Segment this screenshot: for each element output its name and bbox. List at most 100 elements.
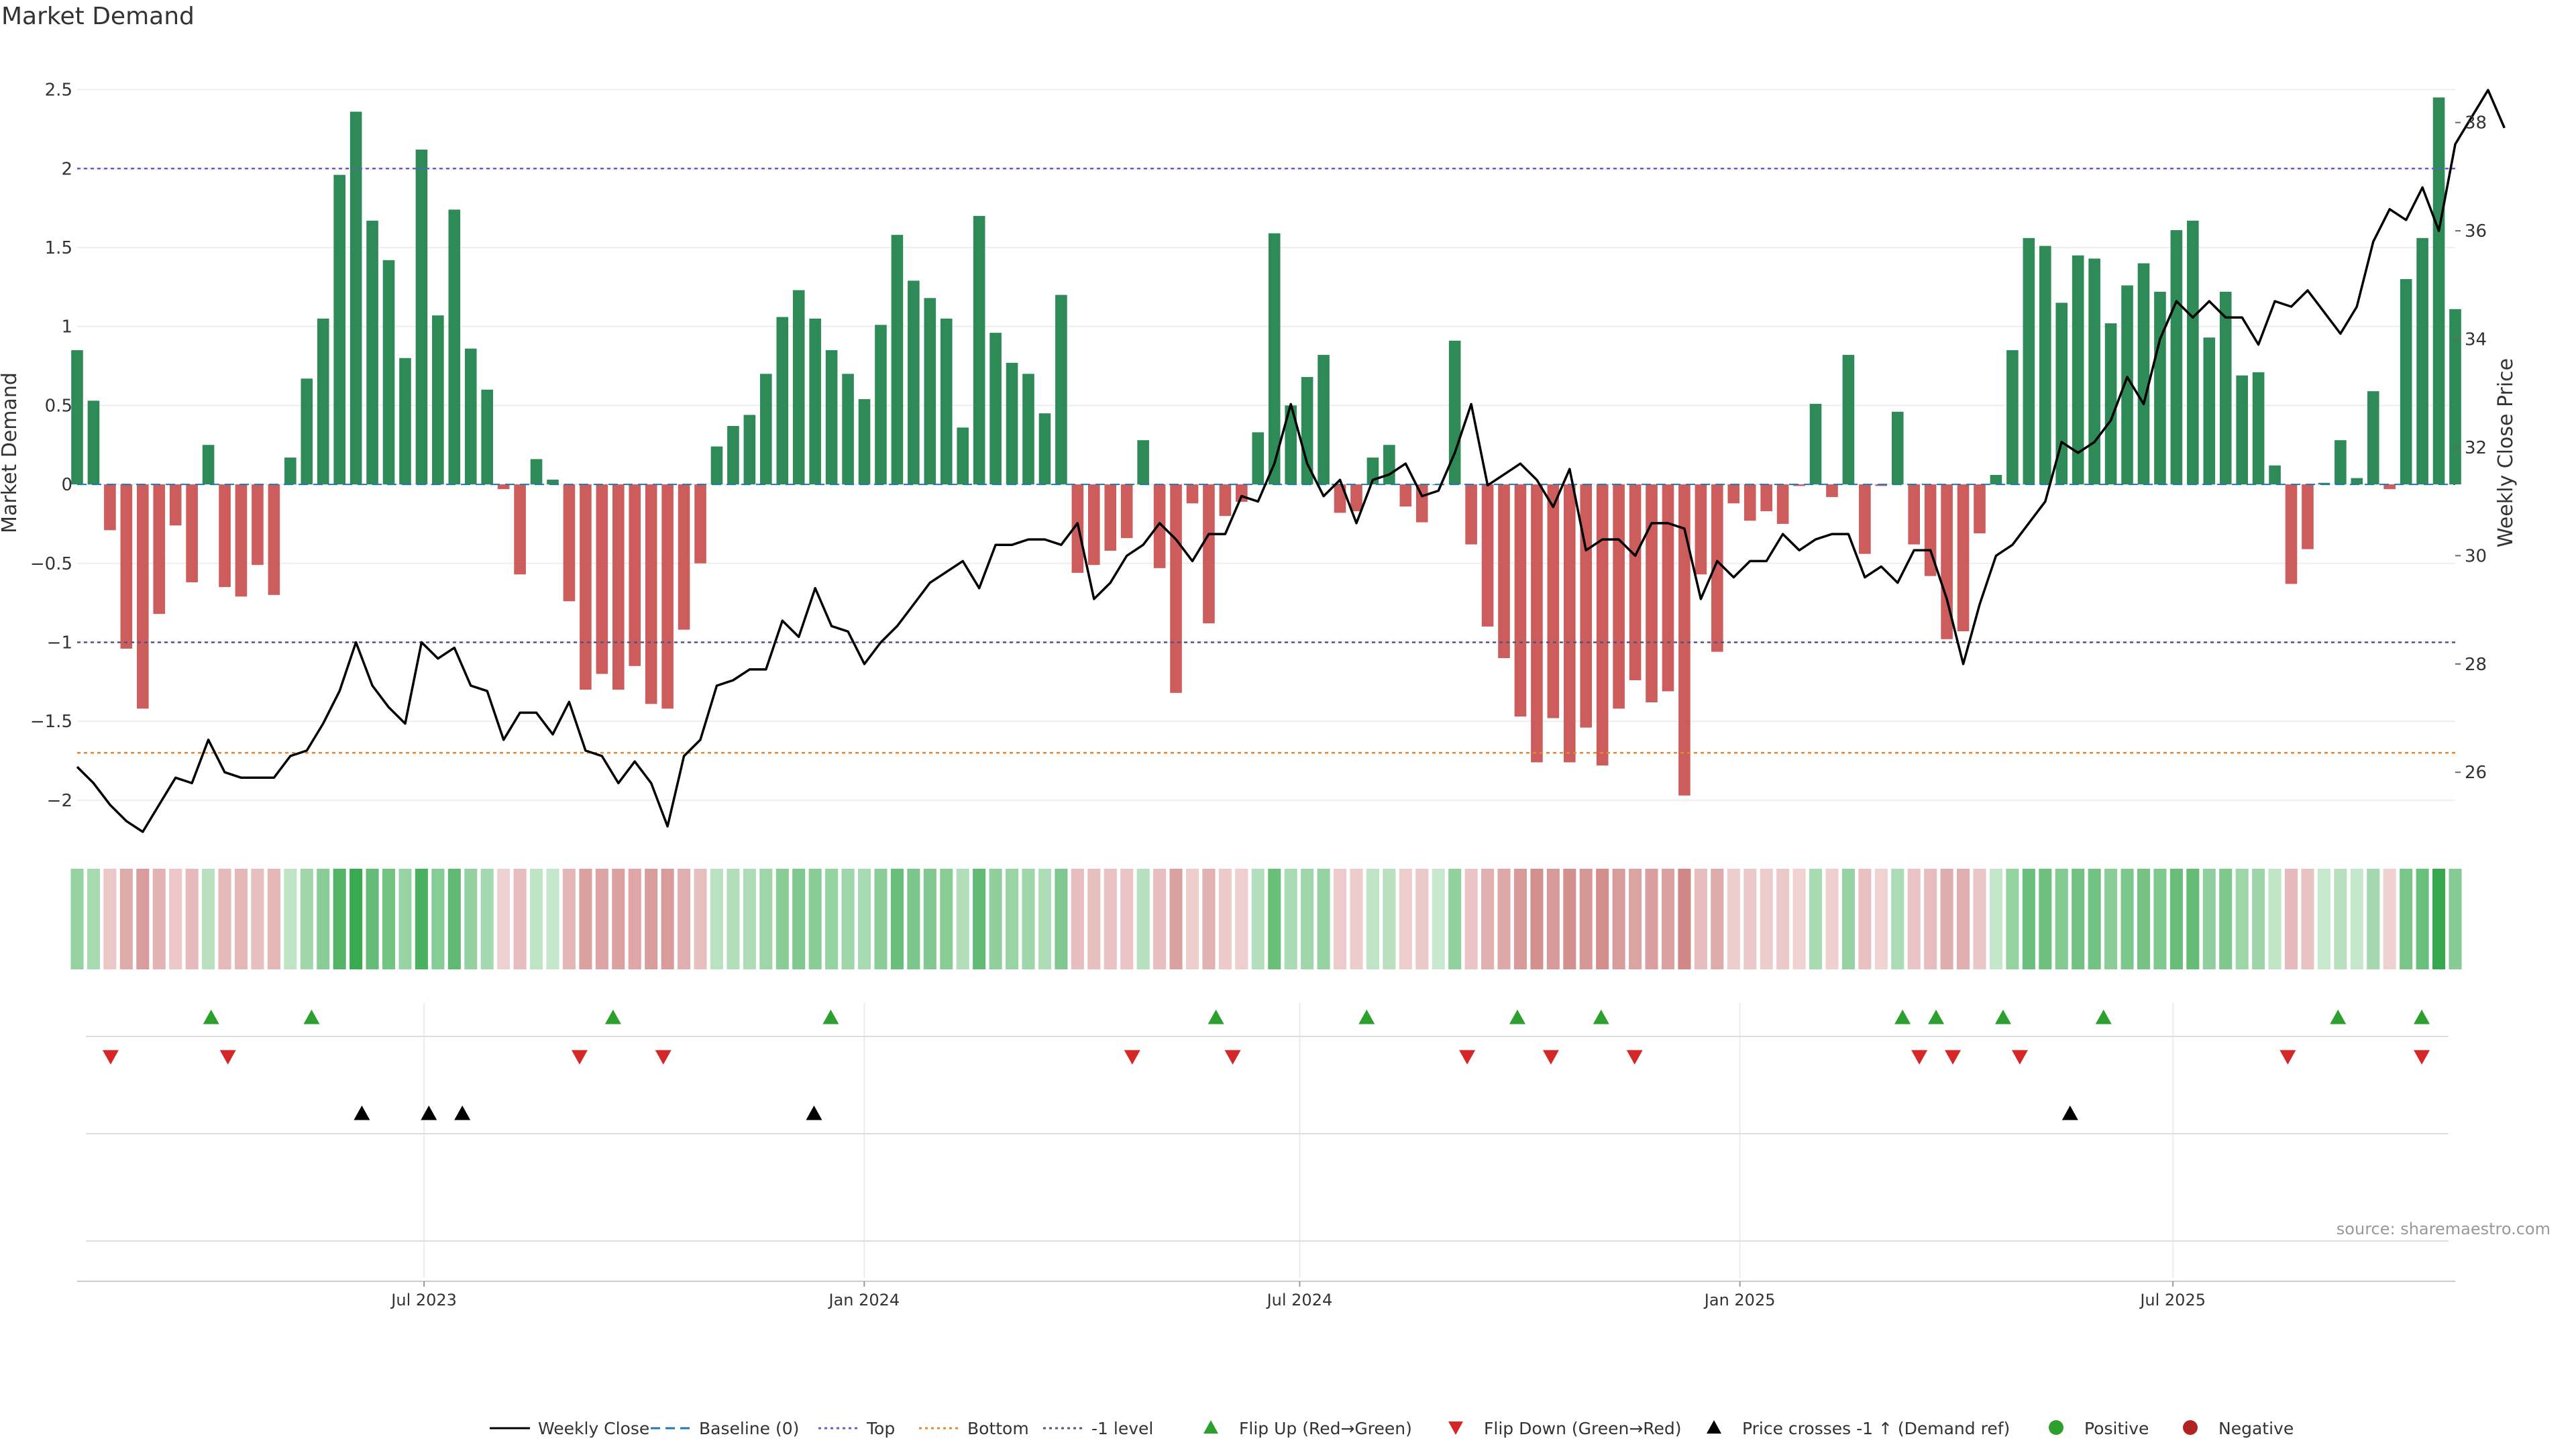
flip-down-marker — [571, 1050, 588, 1065]
heat-cell — [1727, 869, 1740, 969]
flip-up-marker — [1208, 1010, 1224, 1024]
demand-bar — [136, 484, 149, 709]
demand-bar — [1252, 432, 1265, 485]
heat-cell — [874, 869, 888, 969]
heat-cell — [579, 869, 592, 969]
heat-cell — [2153, 869, 2167, 969]
demand-bar — [284, 458, 297, 485]
heat-cell — [2039, 869, 2052, 969]
demand-bar — [547, 480, 559, 485]
demand-bar — [1350, 484, 1362, 512]
heat-cell — [1006, 869, 1019, 969]
heat-cell — [1251, 869, 1265, 969]
heat-cell — [2169, 869, 2183, 969]
x-tick-label: Jul 2023 — [390, 1291, 457, 1309]
demand-bar — [776, 317, 789, 485]
demand-bar — [1104, 484, 1117, 551]
heat-cell — [350, 869, 363, 969]
chart-title: Market Demand — [1, 3, 195, 30]
y-tick-label: 1 — [61, 317, 72, 337]
heat-cell — [1071, 869, 1084, 969]
y2-tick-label: 30 — [2465, 546, 2487, 566]
heat-cell — [2104, 869, 2118, 969]
heat-cell — [940, 869, 953, 969]
demand-bar — [2203, 337, 2216, 485]
demand-bar — [1268, 233, 1281, 485]
heat-cell — [989, 869, 1002, 969]
demand-bar — [825, 350, 838, 485]
demand-bar — [87, 400, 100, 485]
demand-bar — [104, 484, 116, 531]
y-tick-label: −1.5 — [30, 712, 72, 732]
demand-bar — [497, 484, 510, 490]
demand-bar — [875, 325, 887, 485]
legend-swatch — [2183, 1420, 2198, 1435]
heat-cell — [497, 869, 511, 969]
heat-cell — [2186, 869, 2200, 969]
heat-cell — [431, 869, 445, 969]
demand-bar — [792, 290, 805, 485]
heat-cell — [678, 869, 691, 969]
flip-up-marker — [1593, 1010, 1609, 1024]
heat-cell — [169, 869, 182, 969]
demand-bar — [1990, 474, 2002, 485]
heat-cell — [907, 869, 920, 969]
price-cross-marker — [354, 1106, 370, 1120]
x-tick-label: Jul 2025 — [2139, 1291, 2206, 1309]
demand-bar — [382, 260, 395, 485]
demand-bar — [612, 484, 625, 690]
demand-bar — [2121, 285, 2133, 485]
heat-cell — [1432, 869, 1445, 969]
heat-cell — [1218, 869, 1232, 969]
demand-bar — [1120, 484, 1133, 539]
heat-cell — [1448, 869, 1462, 969]
heat-cell — [2383, 869, 2396, 969]
legend-label: Baseline (0) — [699, 1419, 799, 1438]
heat-cell — [1546, 869, 1560, 969]
legend-label: Positive — [2084, 1419, 2149, 1438]
heat-cell — [775, 869, 789, 969]
demand-bar — [252, 484, 264, 566]
flip-up-marker — [1928, 1010, 1945, 1024]
demand-bar — [1809, 404, 1822, 485]
demand-bar — [1613, 484, 1625, 709]
heat-cell — [317, 869, 330, 969]
demand-bar — [2039, 246, 2051, 485]
heat-cell — [1645, 869, 1658, 969]
heat-cell — [2416, 869, 2429, 969]
demand-bar — [301, 378, 313, 485]
heat-cell — [1038, 869, 1051, 969]
demand-bar — [1415, 484, 1428, 523]
y2-tick-label: 36 — [2465, 221, 2487, 241]
demand-bar — [1006, 362, 1018, 485]
flip-up-marker — [822, 1010, 839, 1024]
heat-cell — [1825, 869, 1839, 969]
flip-up-marker — [2414, 1010, 2430, 1024]
y2-tick-label: 32 — [2465, 438, 2487, 458]
demand-bar — [71, 350, 83, 485]
flip-up-marker — [2095, 1010, 2112, 1024]
flip-up-marker — [2330, 1010, 2347, 1024]
legend-item-2: Top — [818, 1419, 895, 1438]
demand-bar — [1383, 445, 1395, 485]
heat-cell — [1661, 869, 1675, 969]
demand-bar — [1055, 294, 1067, 485]
heat-cell — [284, 869, 297, 969]
weekly-close-line — [76, 89, 2506, 833]
heat-cell — [2072, 869, 2085, 969]
demand-bar — [1760, 484, 1772, 512]
demand-bar — [1941, 484, 1953, 639]
flip-down-marker — [102, 1050, 119, 1065]
heat-cell — [1481, 869, 1495, 969]
demand-bar — [1957, 484, 1970, 632]
heat-cell — [119, 869, 133, 969]
heat-cell — [1792, 869, 1806, 969]
heat-cell — [2006, 869, 2019, 969]
heat-cell — [956, 869, 969, 969]
heat-cell — [2055, 869, 2068, 969]
demand-bar — [1203, 484, 1215, 624]
heat-cell — [923, 869, 936, 969]
heat-cell — [743, 869, 756, 969]
demand-bar — [1711, 484, 1723, 652]
flip-down-marker — [2011, 1050, 2028, 1065]
